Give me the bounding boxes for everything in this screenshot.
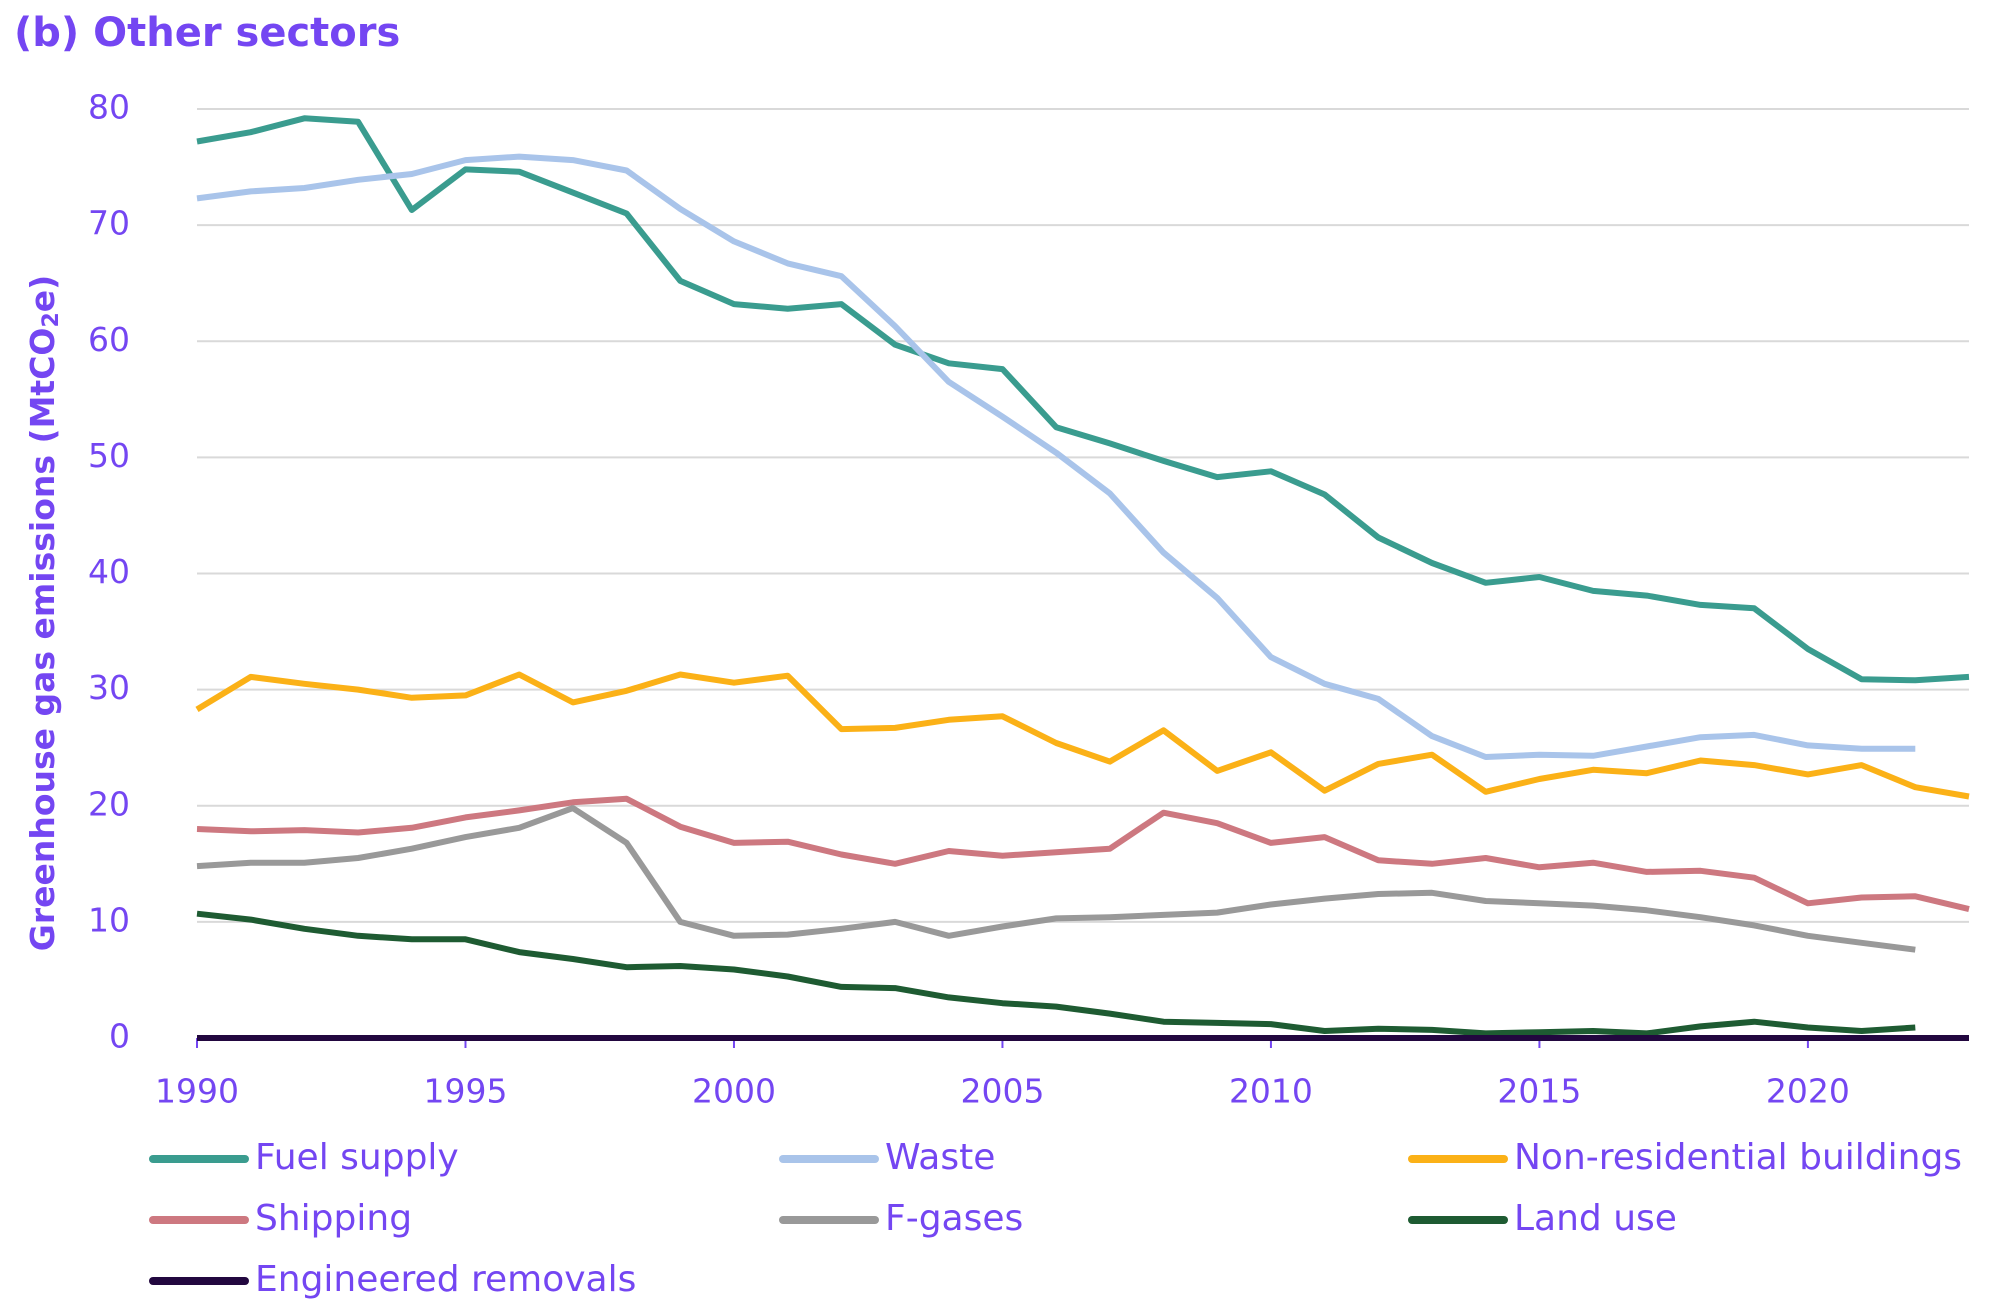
legend-label: Shipping	[255, 1198, 412, 1239]
y-axis-title-tail: e)	[23, 275, 62, 312]
series-line-land-use	[196, 910, 1916, 1037]
legend-item-non-residential-buildings: Non-residential buildings	[1408, 1137, 1962, 1178]
y-tick-label: 80	[88, 88, 130, 127]
series-line-non-residential-buildings	[195, 671, 1970, 800]
legend-label: F-gases	[885, 1198, 1023, 1239]
x-tick-label: 2005	[960, 1072, 1044, 1111]
legend: Fuel supply Waste Non-residential building…	[149, 1137, 1962, 1300]
legend-label: Engineered removals	[255, 1259, 636, 1300]
legend-label: Land use	[1514, 1198, 1677, 1239]
series-line-fuel-supply	[196, 115, 1970, 684]
legend-item-engineered-removals: Engineered removals	[149, 1259, 636, 1300]
legend-label: Non-residential buildings	[1514, 1137, 1962, 1178]
legend-item-f-gases: F-gases	[779, 1198, 1023, 1239]
x-tick-label: 2020	[1766, 1072, 1850, 1111]
y-tick-label: 20	[88, 784, 130, 823]
legend-item-shipping: Shipping	[149, 1198, 412, 1239]
series-lines	[195, 115, 1970, 1041]
axes: 0 10 20 30 40 50 60 70 80 1990 1995 2000 2005 2010 201…	[88, 88, 1969, 1111]
y-tick-label: 0	[109, 1017, 130, 1056]
series-line-shipping	[196, 795, 1970, 913]
y-tick-label: 50	[88, 436, 130, 475]
x-tick-label: 1995	[423, 1072, 507, 1111]
series-line-waste	[196, 153, 1916, 760]
legend-item-fuel-supply: Fuel supply	[149, 1137, 459, 1178]
x-tick-label: 2010	[1229, 1072, 1313, 1111]
gridlines	[197, 108, 1969, 923]
x-tick-label: 1990	[155, 1072, 239, 1111]
y-axis-title-main: Greenhouse gas emissions (MtCO	[23, 328, 62, 952]
legend-label: Waste	[885, 1137, 995, 1178]
x-tick-label: 2000	[692, 1072, 776, 1111]
legend-label: Fuel supply	[255, 1137, 459, 1178]
y-tick-label: 70	[88, 204, 130, 243]
y-axis-title-subscript: 2	[39, 312, 64, 327]
series-line-f-gases	[196, 805, 1916, 953]
legend-item-land-use: Land use	[1408, 1198, 1677, 1239]
legend-item-waste: Waste	[779, 1137, 995, 1178]
y-axis-title: Greenhouse gas emissions (MtCO2e)	[23, 275, 65, 952]
y-tick-label: 10	[88, 900, 130, 939]
x-tick-label: 2015	[1497, 1072, 1581, 1111]
y-tick-label: 60	[88, 320, 130, 359]
chart-title: (b) Other sectors	[14, 10, 401, 56]
y-tick-label: 30	[88, 668, 130, 707]
y-tick-label: 40	[88, 552, 130, 591]
